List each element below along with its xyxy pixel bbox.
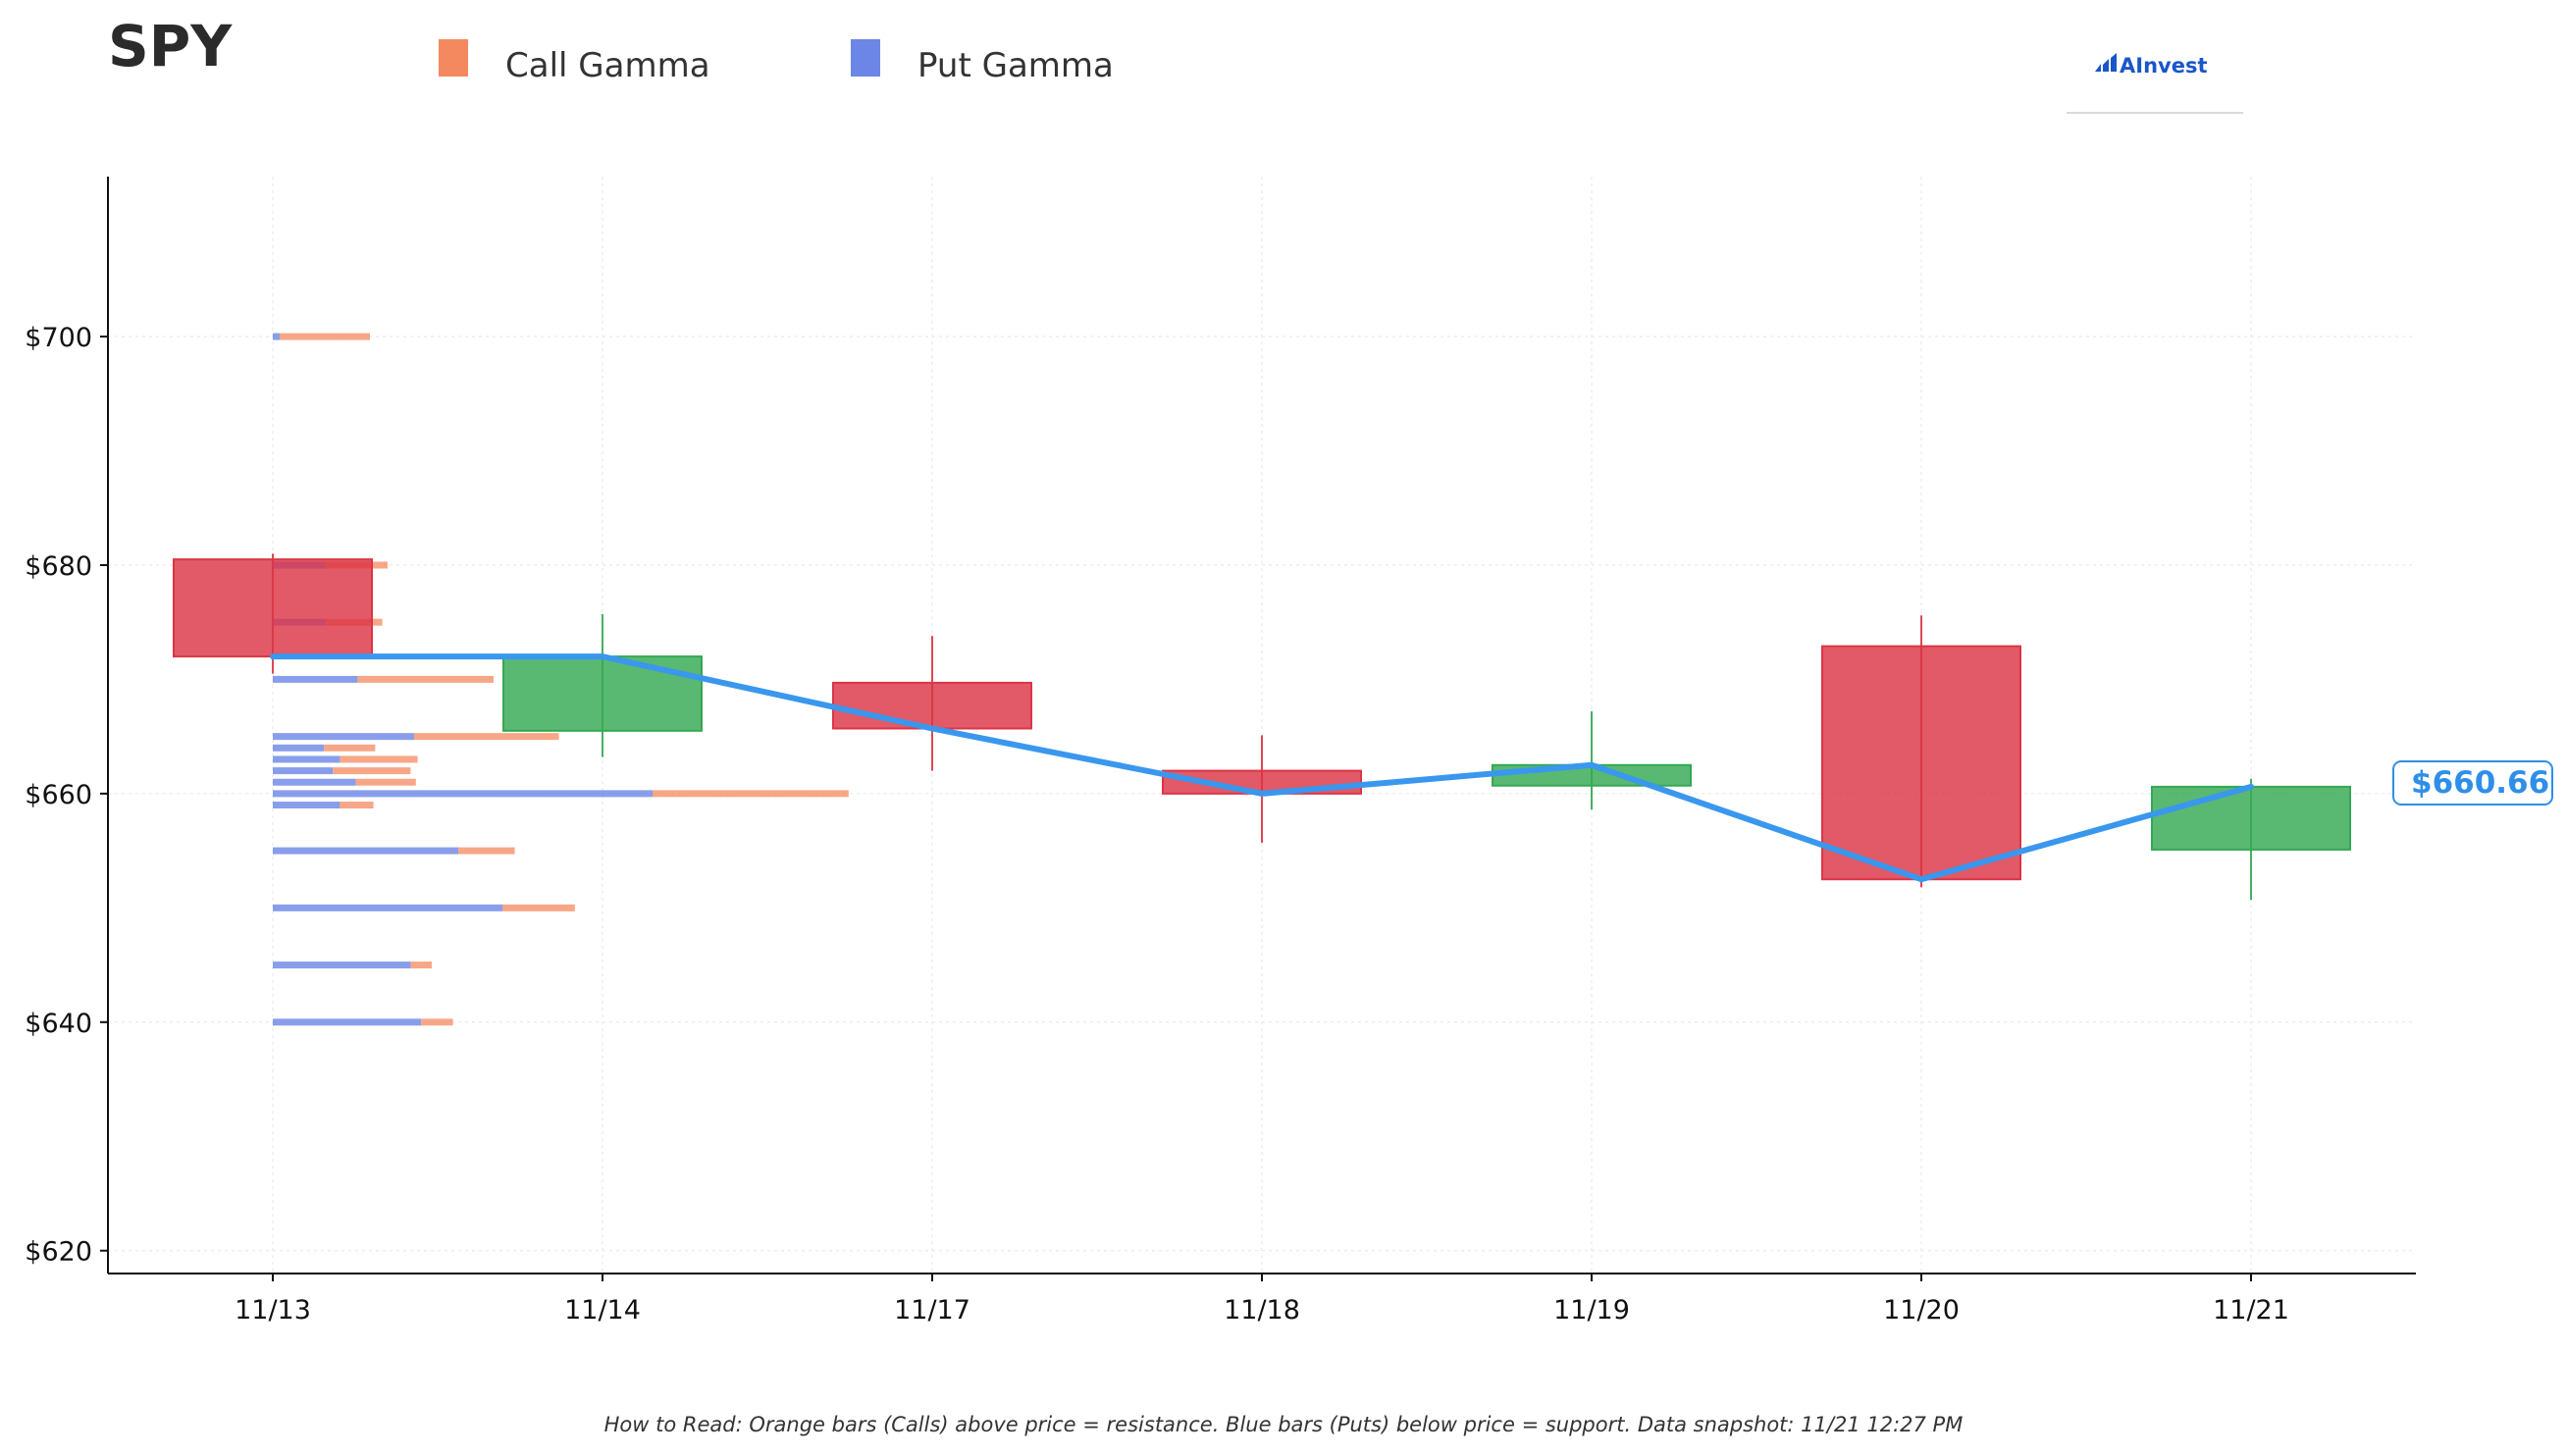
legend-call-swatch <box>439 39 468 77</box>
call-gamma-bar <box>333 767 411 775</box>
put-gamma-bar <box>273 333 281 340</box>
put-gamma-bar <box>273 962 411 969</box>
axes <box>100 177 2416 1281</box>
x-tick-label: 11/17 <box>894 1295 970 1326</box>
y-tick-label: $620 <box>25 1237 92 1268</box>
current-price-badge: $660.66 <box>2392 760 2553 806</box>
candle-body-up <box>2151 785 2351 851</box>
x-tick-label: 11/20 <box>1883 1295 1960 1326</box>
current-price-label: $660.66 <box>2411 765 2549 801</box>
call-gamma-bar <box>280 333 370 340</box>
legend-put-swatch <box>851 39 880 77</box>
call-gamma-bar <box>458 847 515 855</box>
candle-body-down <box>1821 645 2021 881</box>
x-tick-label: 11/18 <box>1224 1295 1300 1326</box>
close-price-line <box>270 653 2254 883</box>
legend-call-label: Call Gamma <box>505 46 710 85</box>
call-gamma-bar <box>414 733 559 741</box>
chart-title: SPY <box>108 13 233 79</box>
put-gamma-bar <box>273 755 341 763</box>
call-gamma-bar <box>340 755 418 763</box>
call-gamma-bar <box>357 675 494 683</box>
ainvest-logo: AInvest <box>2067 53 2243 114</box>
call-gamma-bar <box>421 1018 453 1026</box>
legend: Call Gamma Put Gamma <box>439 39 1114 85</box>
x-tick-label: 11/13 <box>235 1295 311 1326</box>
y-tick-label: $700 <box>25 323 92 353</box>
logo-bars-icon <box>2095 53 2117 72</box>
call-gamma-bar <box>502 904 575 911</box>
footer-note: How to Read: Orange bars (Calls) above p… <box>604 1413 1964 1436</box>
call-gamma-bar <box>355 778 416 786</box>
put-gamma-bar <box>273 1018 422 1026</box>
y-tick-label: $660 <box>25 780 92 810</box>
y-tick-label: $680 <box>25 551 92 582</box>
put-gamma-bar <box>273 847 458 855</box>
put-gamma-bar <box>273 767 334 775</box>
candle-body-up <box>502 655 703 732</box>
logo-text: AInvest <box>2120 54 2208 78</box>
call-gamma-bar <box>340 802 374 809</box>
close-line <box>270 653 2254 883</box>
x-tick-label: 11/21 <box>2213 1295 2289 1326</box>
x-tick-label: 11/19 <box>1553 1295 1630 1326</box>
put-gamma-bar <box>273 778 356 786</box>
put-gamma-bar <box>273 733 414 741</box>
price-badge-box <box>2392 760 2553 806</box>
call-gamma-bar <box>324 744 376 752</box>
legend-put-label: Put Gamma <box>917 46 1114 85</box>
call-gamma-bar <box>653 790 849 798</box>
y-tick-label: $640 <box>25 1009 92 1039</box>
put-gamma-bar <box>273 802 341 809</box>
gamma-bars <box>273 333 849 1026</box>
grid-lines <box>108 177 2416 1274</box>
put-gamma-bar <box>273 790 653 798</box>
tick-labels: $620 $640 $660 $680 $700 11/13 11/14 11/17 11/18… <box>25 323 2289 1326</box>
x-tick-label: 11/14 <box>564 1295 641 1326</box>
put-gamma-bar <box>273 675 358 683</box>
candle-body-down <box>173 558 373 658</box>
put-gamma-bar <box>273 904 502 911</box>
put-gamma-bar <box>273 744 325 752</box>
candle-body-down <box>832 681 1032 730</box>
call-gamma-bar <box>410 962 432 969</box>
